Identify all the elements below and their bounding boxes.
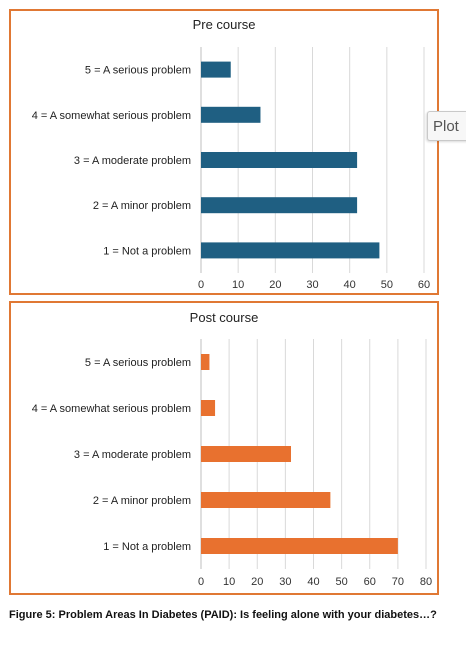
x-tick-label: 0 bbox=[198, 576, 204, 588]
x-tick-label: 20 bbox=[251, 576, 263, 588]
category-label: 2 = A minor problem bbox=[93, 200, 191, 212]
category-label: 4 = A somewhat serious problem bbox=[32, 110, 191, 122]
category-label: 4 = A somewhat serious problem bbox=[32, 403, 191, 415]
x-tick-label: 30 bbox=[279, 576, 291, 588]
category-label: 5 = A serious problem bbox=[85, 65, 191, 77]
x-tick-label: 60 bbox=[364, 576, 376, 588]
x-tick-label: 40 bbox=[344, 279, 356, 291]
x-tick-label: 0 bbox=[198, 279, 204, 291]
x-tick-label: 50 bbox=[381, 279, 393, 291]
bar bbox=[201, 152, 358, 168]
category-label: 3 = A moderate problem bbox=[74, 449, 191, 461]
category-label: 2 = A minor problem bbox=[93, 495, 191, 507]
bar bbox=[201, 354, 210, 370]
x-tick-label: 50 bbox=[336, 576, 348, 588]
x-tick-label: 60 bbox=[418, 279, 430, 291]
category-label: 5 = A serious problem bbox=[85, 357, 191, 369]
category-label: 3 = A moderate problem bbox=[74, 155, 191, 167]
pre-course-chart-title: Pre course bbox=[192, 17, 256, 32]
category-label: 1 = Not a problem bbox=[103, 245, 191, 257]
pre-course-chart-panel: Pre course 0 10 20 30 40 50 60 5 = A serious pr… bbox=[9, 9, 439, 295]
pre-course-chart: 0 10 20 30 40 50 60 5 = A serious problem 4 = A … bbox=[32, 47, 430, 291]
bar bbox=[201, 61, 231, 78]
x-tick-label: 40 bbox=[307, 576, 319, 588]
category-label: 1 = Not a problem bbox=[103, 541, 191, 553]
bar bbox=[201, 446, 291, 462]
post-course-chart: 0 10 20 30 40 50 60 70 80 5 = A serious problem 4 … bbox=[32, 339, 432, 588]
post-course-chart-panel: Post course 0 10 20 30 40 50 60 70 80 5 = A serio… bbox=[9, 301, 439, 595]
bar bbox=[201, 106, 261, 123]
x-tick-label: 80 bbox=[420, 576, 432, 588]
figure-caption: Figure 5: Problem Areas In Diabetes (PAI… bbox=[9, 609, 437, 621]
bar bbox=[201, 400, 216, 416]
bar bbox=[201, 242, 380, 259]
x-tick-label: 70 bbox=[392, 576, 404, 588]
x-tick-label: 30 bbox=[306, 279, 318, 291]
bar bbox=[201, 538, 398, 554]
post-course-chart-title: Post course bbox=[189, 310, 259, 325]
x-tick-label: 10 bbox=[223, 576, 235, 588]
x-tick-label: 10 bbox=[232, 279, 244, 291]
bar bbox=[201, 492, 331, 508]
plot-tab-button[interactable]: Plot bbox=[427, 111, 466, 141]
x-tick-label: 20 bbox=[269, 279, 281, 291]
bar bbox=[201, 197, 358, 214]
